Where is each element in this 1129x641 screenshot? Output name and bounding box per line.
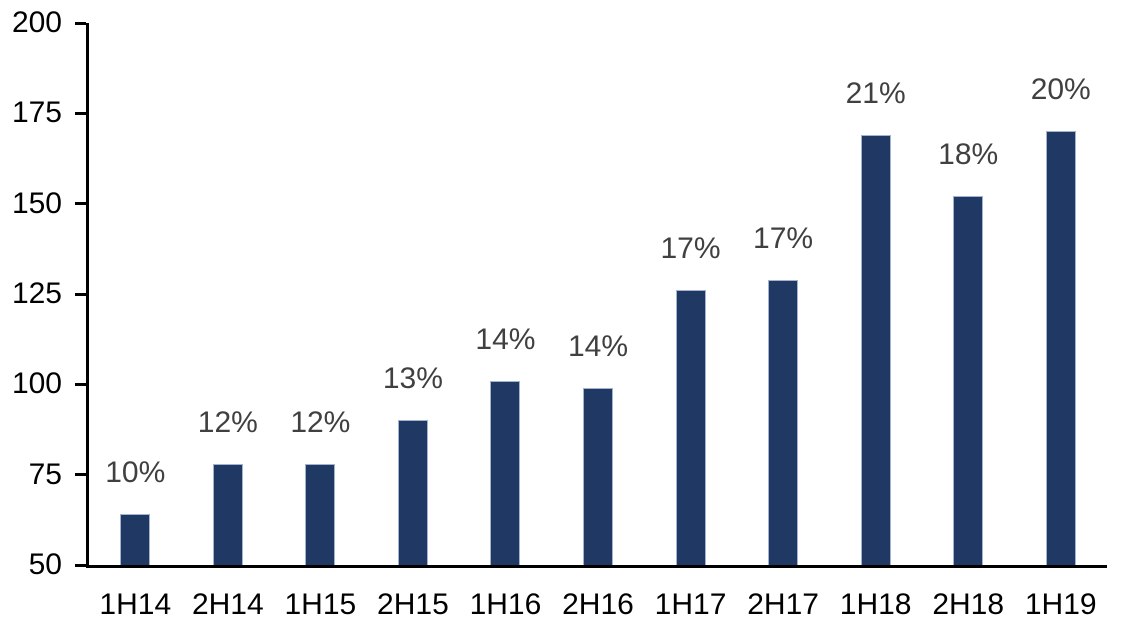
bar-data-label: 20% <box>1030 73 1091 107</box>
bar-1h15 <box>305 463 336 565</box>
bar-2h14 <box>212 463 243 565</box>
y-axis-tick-label: 75 <box>28 457 62 491</box>
bar-data-label: 17% <box>660 232 721 266</box>
x-axis-tick-label: 2H17 <box>747 588 819 621</box>
bar-data-label: 21% <box>845 77 906 111</box>
x-axis-tick-label: 2H16 <box>562 588 634 621</box>
y-axis-tick-mark <box>75 563 86 567</box>
bar-1h18 <box>860 135 891 565</box>
y-axis-tick-mark <box>75 473 86 477</box>
bar-data-label: 10% <box>105 456 166 490</box>
y-axis-tick-label: 175 <box>11 96 62 130</box>
x-axis-tick-label: 1H14 <box>99 588 172 621</box>
x-axis-tick-label: 2H15 <box>377 588 449 621</box>
bar-data-label: 18% <box>938 138 999 172</box>
y-axis-tick-mark <box>75 382 86 386</box>
y-axis-tick-mark <box>75 21 86 25</box>
bar-1h14 <box>120 514 151 565</box>
y-axis-tick-label: 100 <box>11 367 62 401</box>
y-axis-tick-mark <box>75 111 86 115</box>
bar-data-label: 13% <box>382 362 443 396</box>
y-axis-tick-mark <box>75 202 86 206</box>
y-axis-tick-label: 125 <box>11 277 62 310</box>
x-axis-tick-label: 2H18 <box>932 588 1005 621</box>
bar-data-label: 12% <box>290 405 351 439</box>
bar-1h19 <box>1045 131 1076 565</box>
y-axis-tick-mark <box>75 292 86 296</box>
bar-data-label: 14% <box>475 322 536 356</box>
x-axis-tick-label: 1H17 <box>654 588 727 621</box>
x-axis-tick-label: 1H18 <box>839 588 912 621</box>
bar-1h16 <box>490 380 521 565</box>
bar-2h16 <box>583 387 613 565</box>
bar-data-label: 14% <box>567 329 628 363</box>
x-axis-tick-label: 2H14 <box>191 588 264 621</box>
y-axis-tick-label: 50 <box>28 548 62 581</box>
x-axis-tick-label: 1H15 <box>284 588 357 621</box>
bar-2h18 <box>953 196 984 565</box>
y-axis-tick-label: 150 <box>11 186 62 220</box>
x-axis-line <box>86 565 1107 568</box>
bar-data-label: 12% <box>197 405 258 439</box>
bar-1h17 <box>675 290 706 565</box>
y-axis-tick-label: 200 <box>11 6 62 39</box>
x-axis-tick-label: 1H16 <box>469 588 542 621</box>
y-axis-line <box>86 23 89 565</box>
bar-data-label: 17% <box>753 221 814 255</box>
plot-area: 10% 12% 12% 13% 14% 14% 17% 17% 21% 18% 20% <box>75 21 1107 568</box>
bar-2h15 <box>397 420 428 565</box>
x-axis-tick-label: 1H19 <box>1024 588 1097 621</box>
bar-2h17 <box>768 279 799 565</box>
